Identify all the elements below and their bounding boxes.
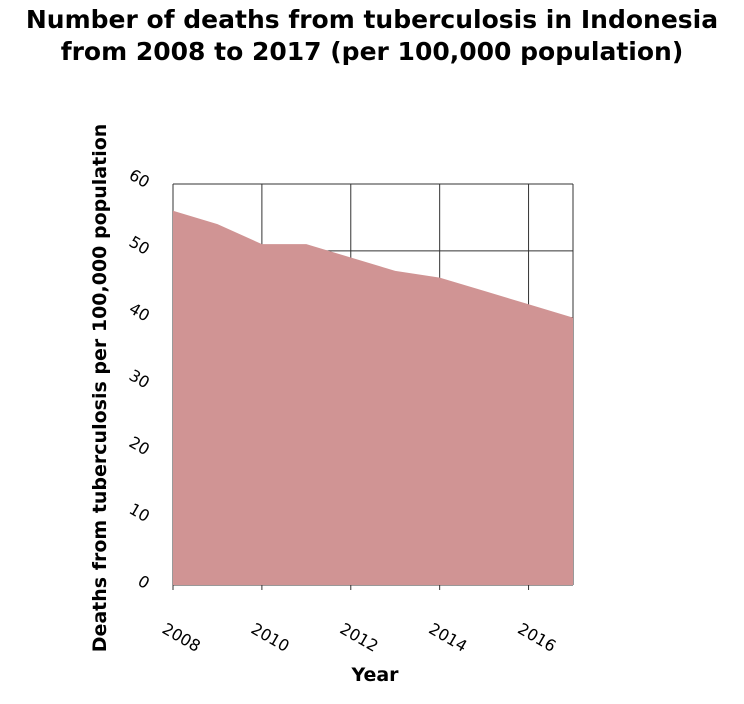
y-tick-label: 0 (135, 571, 153, 593)
y-tick-label: 20 (126, 432, 153, 459)
y-tick-label: 10 (126, 499, 153, 526)
x-axis-label: Year (350, 664, 399, 686)
chart-title-line-2: from 2008 to 2017 (per 100,000 populatio… (60, 37, 684, 66)
chart-title-line-1: Number of deaths from tuberculosis in In… (25, 5, 719, 34)
area-series (173, 210, 573, 585)
y-tick-label: 40 (126, 299, 153, 326)
x-axis-ticks: 2008 2010 2012 2014 2016 (159, 585, 559, 656)
y-axis-ticks: 0 10 20 30 40 50 60 (126, 165, 153, 593)
y-tick-label: 30 (126, 366, 153, 393)
chart-title: Number of deaths from tuberculosis in In… (0, 4, 744, 68)
x-tick-label: 2014 (426, 619, 471, 656)
x-tick-label: 2012 (337, 619, 382, 656)
x-tick-label: 2008 (159, 619, 204, 656)
x-tick-label: 2010 (248, 619, 293, 656)
y-tick-label: 60 (126, 165, 153, 192)
y-axis-label: Deaths from tuberculosis per 100,000 pop… (89, 124, 111, 653)
y-tick-label: 50 (126, 232, 153, 259)
x-tick-label: 2016 (515, 619, 560, 656)
